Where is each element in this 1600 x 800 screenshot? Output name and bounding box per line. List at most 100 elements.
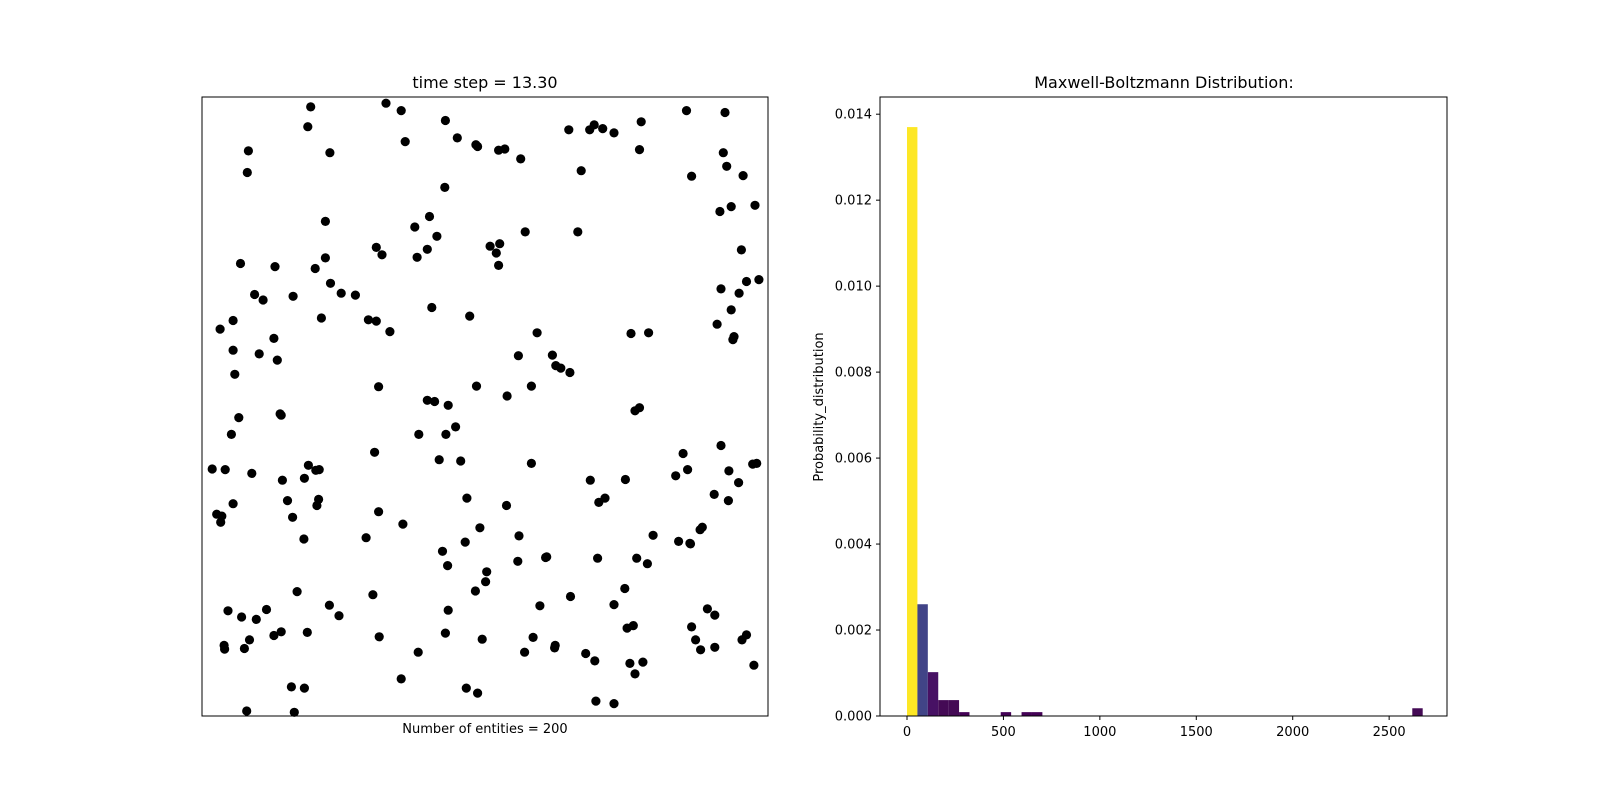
particle-point bbox=[443, 605, 453, 615]
particle-point bbox=[370, 447, 380, 457]
particle-point bbox=[316, 313, 326, 323]
particle-point bbox=[440, 115, 450, 126]
particle-point bbox=[350, 290, 360, 300]
histogram-bar bbox=[907, 127, 918, 717]
particle-point bbox=[591, 696, 601, 706]
histogram-y-ticks: 0.000 0.002 0.004 0.006 0.008 0.010 0.012 0.014 bbox=[835, 108, 880, 725]
particle-point bbox=[381, 98, 391, 108]
particle-point bbox=[481, 577, 491, 587]
particle-point bbox=[477, 634, 487, 644]
particle-point bbox=[422, 395, 432, 405]
particle-point bbox=[451, 422, 461, 432]
particle-point bbox=[630, 406, 640, 416]
particle-point bbox=[235, 258, 246, 269]
particle-point bbox=[288, 512, 298, 522]
scatter-plot-area bbox=[202, 97, 768, 716]
particle-point bbox=[710, 642, 720, 652]
particle-point bbox=[363, 315, 373, 325]
particle-point bbox=[500, 144, 510, 154]
particle-point bbox=[303, 122, 313, 132]
particle-point bbox=[215, 324, 225, 334]
particle-point bbox=[314, 494, 324, 504]
particle-point bbox=[412, 252, 422, 262]
particle-point bbox=[311, 465, 321, 475]
particle-point bbox=[361, 533, 371, 543]
particle-point bbox=[565, 367, 575, 378]
particle-point bbox=[437, 546, 448, 556]
particle-point bbox=[625, 658, 635, 669]
particle-point bbox=[286, 682, 296, 692]
particle-point bbox=[573, 227, 583, 237]
particle-point bbox=[715, 206, 725, 217]
particle-point bbox=[685, 539, 696, 549]
particle-point bbox=[261, 604, 272, 615]
particle-point bbox=[396, 106, 406, 116]
particle-point bbox=[237, 612, 247, 622]
particle-point bbox=[589, 120, 599, 130]
particle-point bbox=[228, 499, 238, 509]
particle-point bbox=[609, 699, 619, 709]
particle-point bbox=[443, 400, 453, 410]
histogram-bar bbox=[959, 712, 970, 716]
particle-point bbox=[741, 630, 752, 640]
particle-point bbox=[634, 145, 645, 155]
y-tick-label: 0.008 bbox=[835, 366, 872, 381]
histogram-bar bbox=[1031, 712, 1043, 716]
particle-point bbox=[716, 284, 726, 294]
histogram-y-label: Probability_distribution bbox=[812, 332, 827, 481]
particle-point bbox=[250, 289, 260, 300]
particle-point bbox=[320, 253, 330, 263]
particle-point bbox=[683, 465, 693, 475]
y-tick-label: 0.006 bbox=[835, 452, 872, 467]
particle-point bbox=[220, 465, 230, 475]
particle-point bbox=[422, 244, 432, 254]
particle-point bbox=[276, 627, 286, 637]
particle-point bbox=[520, 647, 530, 657]
y-tick-label: 0.002 bbox=[835, 624, 872, 639]
particle-point bbox=[440, 182, 450, 192]
particle-point bbox=[495, 239, 505, 249]
histogram-bar bbox=[948, 700, 960, 716]
particle-point bbox=[638, 657, 648, 667]
x-tick-label: 1500 bbox=[1180, 725, 1213, 740]
particle-point bbox=[336, 288, 346, 298]
particle-point bbox=[516, 154, 526, 164]
particle-point bbox=[377, 250, 387, 260]
particle-point bbox=[526, 381, 537, 391]
x-tick-label: 500 bbox=[991, 725, 1016, 740]
particle-point bbox=[736, 245, 747, 255]
particle-point bbox=[547, 350, 558, 360]
particle-panel: time step = 13.30 Number of entities = 2… bbox=[201, 73, 769, 737]
particle-point bbox=[398, 519, 408, 529]
particle-point bbox=[462, 493, 472, 503]
x-tick-label: 1000 bbox=[1083, 725, 1116, 740]
particle-point bbox=[528, 632, 538, 643]
particle-point bbox=[644, 328, 654, 338]
particle-point bbox=[726, 305, 736, 315]
particle-point bbox=[687, 171, 697, 181]
particle-point bbox=[460, 537, 470, 547]
particle-point bbox=[709, 489, 719, 499]
particle-point bbox=[513, 556, 523, 566]
particle-point bbox=[473, 141, 483, 152]
particle-point bbox=[678, 448, 688, 459]
particle-point bbox=[443, 561, 453, 571]
particle-point bbox=[513, 351, 524, 361]
particle-point bbox=[620, 474, 631, 485]
particle-point bbox=[598, 124, 608, 134]
particle-point bbox=[671, 471, 681, 481]
particle-point bbox=[325, 148, 335, 158]
particle-point bbox=[648, 530, 658, 540]
particle-point bbox=[424, 211, 435, 222]
particle-point bbox=[720, 107, 730, 118]
y-tick-label: 0.000 bbox=[835, 710, 872, 725]
particle-point bbox=[299, 683, 309, 693]
particle-point bbox=[681, 106, 692, 116]
particle-point bbox=[400, 137, 410, 147]
particle-point bbox=[272, 355, 282, 365]
particle-point bbox=[275, 409, 285, 419]
particle-point bbox=[465, 311, 475, 321]
histogram-plot-area bbox=[880, 97, 1447, 716]
particle-point bbox=[585, 475, 595, 485]
particle-point bbox=[434, 455, 444, 465]
